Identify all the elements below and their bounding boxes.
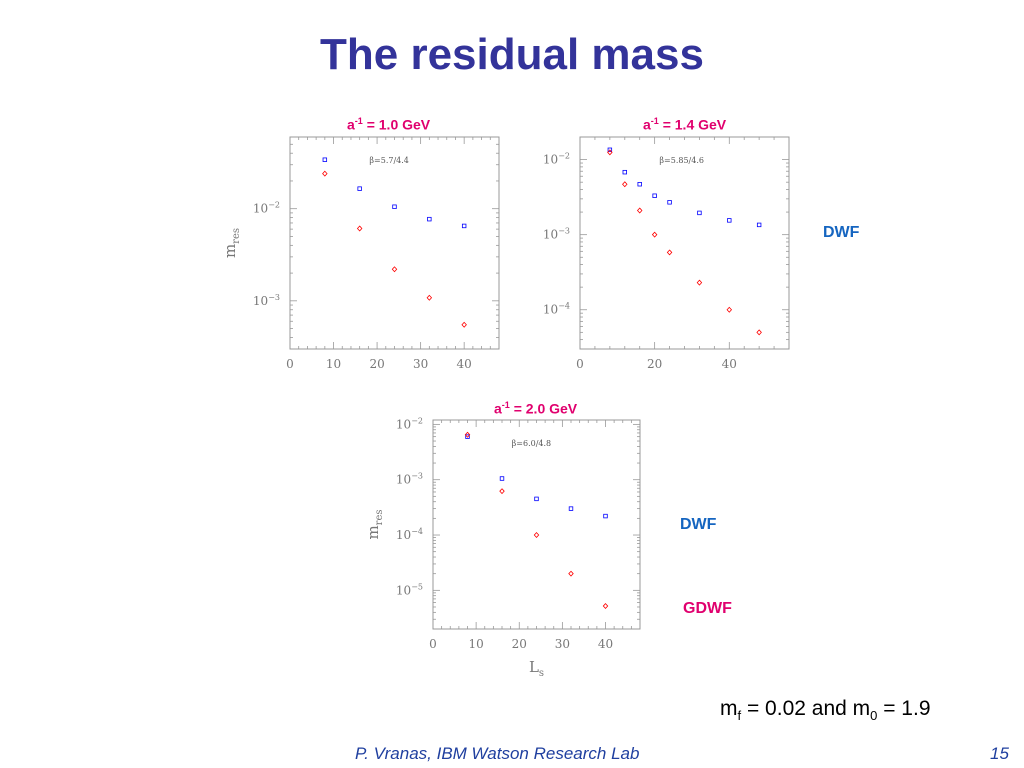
data-point-dwf — [465, 434, 470, 439]
data-point-dwf — [652, 193, 657, 198]
x-tick-label: 40 — [457, 357, 472, 371]
params-mid: = 0.02 and m — [741, 697, 871, 720]
y-tick-label: 10−2 — [396, 416, 423, 431]
params-f-sub: f — [737, 708, 742, 724]
params-m: m — [720, 697, 738, 720]
x-tick-label: 0 — [429, 637, 437, 651]
data-point-gdwf — [499, 488, 505, 495]
data-point-gdwf — [607, 149, 613, 156]
data-point-dwf — [322, 157, 328, 162]
data-point-gdwf — [602, 603, 609, 610]
plot-2-heading-rest: = 1.4 GeV — [658, 116, 727, 133]
data-point-dwf — [727, 218, 732, 223]
y-tick-label: 10−3 — [396, 472, 423, 487]
data-point-dwf — [756, 222, 762, 228]
data-point-gdwf — [322, 170, 328, 177]
y-tick-label: 10−2 — [543, 152, 570, 167]
x-tick-label: 0 — [576, 357, 584, 371]
plot-3-heading-sup: -1 — [501, 400, 510, 410]
data-point-dwf — [697, 210, 702, 216]
data-point-gdwf — [666, 249, 673, 256]
data-point-gdwf — [464, 431, 471, 438]
data-point-dwf — [499, 476, 505, 481]
data-point-dwf — [534, 496, 539, 502]
plot-1-heading-rest: = 1.0 GeV — [362, 116, 431, 133]
data-point-dwf — [568, 506, 574, 511]
plot-frame — [432, 419, 641, 630]
footer-credit: P. Vranas, IBM Watson Research Lab — [355, 744, 640, 763]
data-point-gdwf — [651, 231, 658, 238]
plot-3-heading-a: a — [494, 400, 502, 417]
y-tick-label: 10−3 — [253, 293, 280, 308]
x-tick-label: 20 — [512, 637, 527, 651]
y-axis-label: mres — [221, 228, 242, 258]
y-tick-label: 10−5 — [396, 582, 423, 597]
dwf-label-top: DWF — [823, 224, 860, 241]
params-end: = 1.9 — [877, 697, 931, 720]
data-point-gdwf — [636, 207, 643, 214]
data-point-gdwf — [391, 266, 398, 273]
plot-3-heading-rest: = 2.0 GeV — [509, 400, 578, 417]
y-tick-label: 10−4 — [543, 302, 570, 317]
x-axis-label: Ls — [529, 658, 544, 679]
data-point-gdwf — [461, 321, 467, 328]
plot-annotation: β=6.0/4.8 — [512, 439, 551, 448]
plot-annotation: β=5.7/4.4 — [369, 156, 408, 165]
data-point-dwf — [622, 169, 627, 175]
plot-1-heading-a: a — [347, 116, 355, 133]
x-tick-label: 20 — [647, 357, 662, 371]
plot-annotation: β=5.85/4.6 — [659, 156, 704, 165]
data-point-dwf — [637, 182, 642, 187]
y-axis-label: mres — [364, 509, 385, 539]
data-point-dwf — [603, 513, 608, 519]
y-tick-label: 10−3 — [543, 227, 570, 242]
x-tick-label: 30 — [555, 637, 570, 651]
data-point-dwf — [667, 200, 672, 205]
params-zero-sub: 0 — [870, 708, 878, 724]
parameters-note: mf = 0.02 and m0 = 1.9 — [720, 697, 931, 723]
data-point-gdwf — [568, 570, 574, 577]
data-point-gdwf — [426, 294, 433, 301]
data-point-dwf — [392, 204, 397, 209]
dwf-label-bottom: DWF — [680, 516, 717, 533]
data-point-dwf — [607, 147, 613, 153]
x-tick-label: 40 — [598, 637, 613, 651]
data-point-gdwf — [756, 329, 762, 336]
data-point-dwf — [427, 216, 432, 222]
y-tick-label: 10−4 — [396, 527, 423, 542]
data-point-gdwf — [356, 225, 363, 232]
page-number: 15 — [990, 744, 1009, 763]
y-tick-label: 10−2 — [253, 201, 280, 216]
plot-3-heading: a-1 = 2.0 GeV — [494, 400, 577, 417]
x-tick-label: 40 — [722, 357, 737, 371]
x-tick-label: 20 — [369, 357, 384, 371]
gdwf-label: GDWF — [683, 600, 732, 617]
data-point-gdwf — [622, 181, 628, 188]
x-tick-label: 30 — [413, 357, 428, 371]
slide-title: The residual mass — [320, 30, 704, 79]
x-tick-label: 0 — [286, 357, 294, 371]
plot-1-heading: a-1 = 1.0 GeV — [347, 116, 430, 133]
x-tick-label: 10 — [326, 357, 341, 371]
data-point-gdwf — [726, 306, 733, 313]
plot-2-heading: a-1 = 1.4 GeV — [643, 116, 726, 133]
plot-2-heading-a: a — [643, 116, 651, 133]
plot-1-heading-sup: -1 — [354, 116, 363, 126]
x-tick-label: 10 — [468, 637, 483, 651]
data-point-gdwf — [533, 532, 540, 539]
data-point-dwf — [357, 186, 362, 191]
data-point-dwf — [461, 223, 467, 229]
plot-2-heading-sup: -1 — [650, 116, 659, 126]
data-point-gdwf — [696, 279, 703, 286]
